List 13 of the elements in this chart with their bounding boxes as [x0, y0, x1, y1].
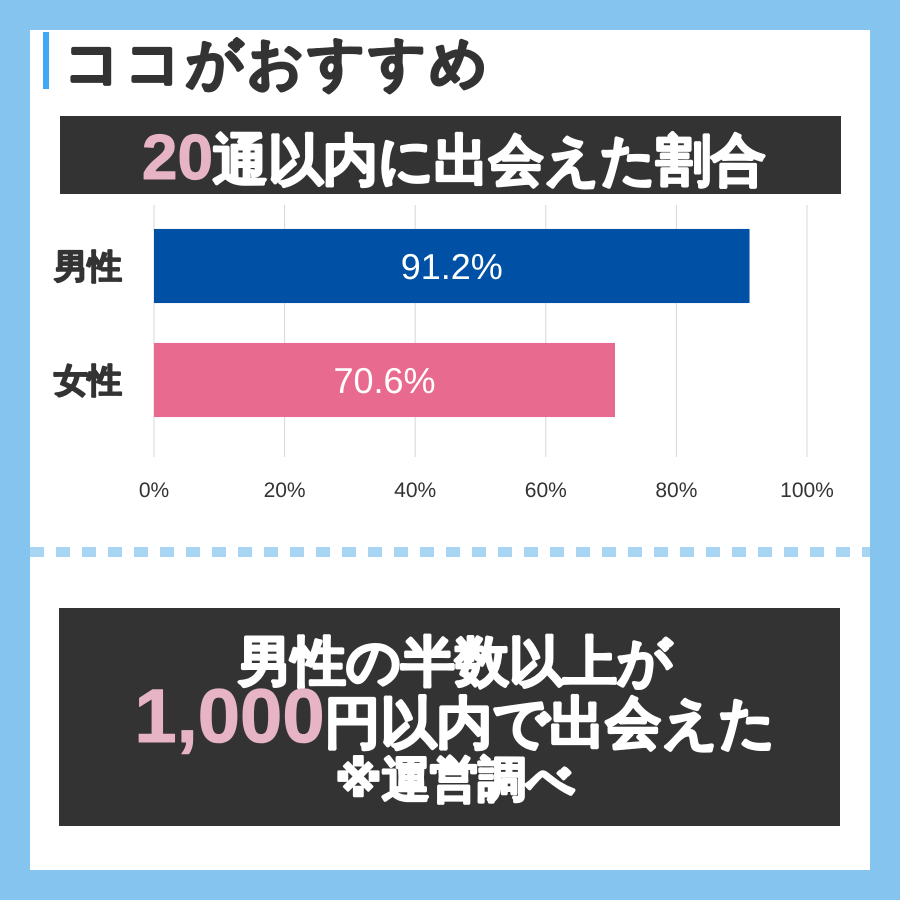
- title: ココがおすすめ: [64, 31, 491, 94]
- subtitle: 20通以内に出会えた割合: [142, 121, 766, 193]
- annotation: ※運営調べ: [335, 754, 575, 807]
- tick-label: 0%: [138, 479, 170, 502]
- tick-label: 80%: [655, 479, 698, 502]
- tick-label: 60%: [524, 479, 567, 502]
- category-label: 女性: [54, 362, 122, 400]
- tick-label: 100%: [780, 479, 834, 502]
- data-label: 91.2%: [400, 246, 503, 287]
- tick-label: 40%: [394, 479, 436, 502]
- category-label: 男性: [54, 248, 122, 286]
- tick-label: 20%: [264, 479, 306, 502]
- data-label: 70.6%: [333, 360, 436, 401]
